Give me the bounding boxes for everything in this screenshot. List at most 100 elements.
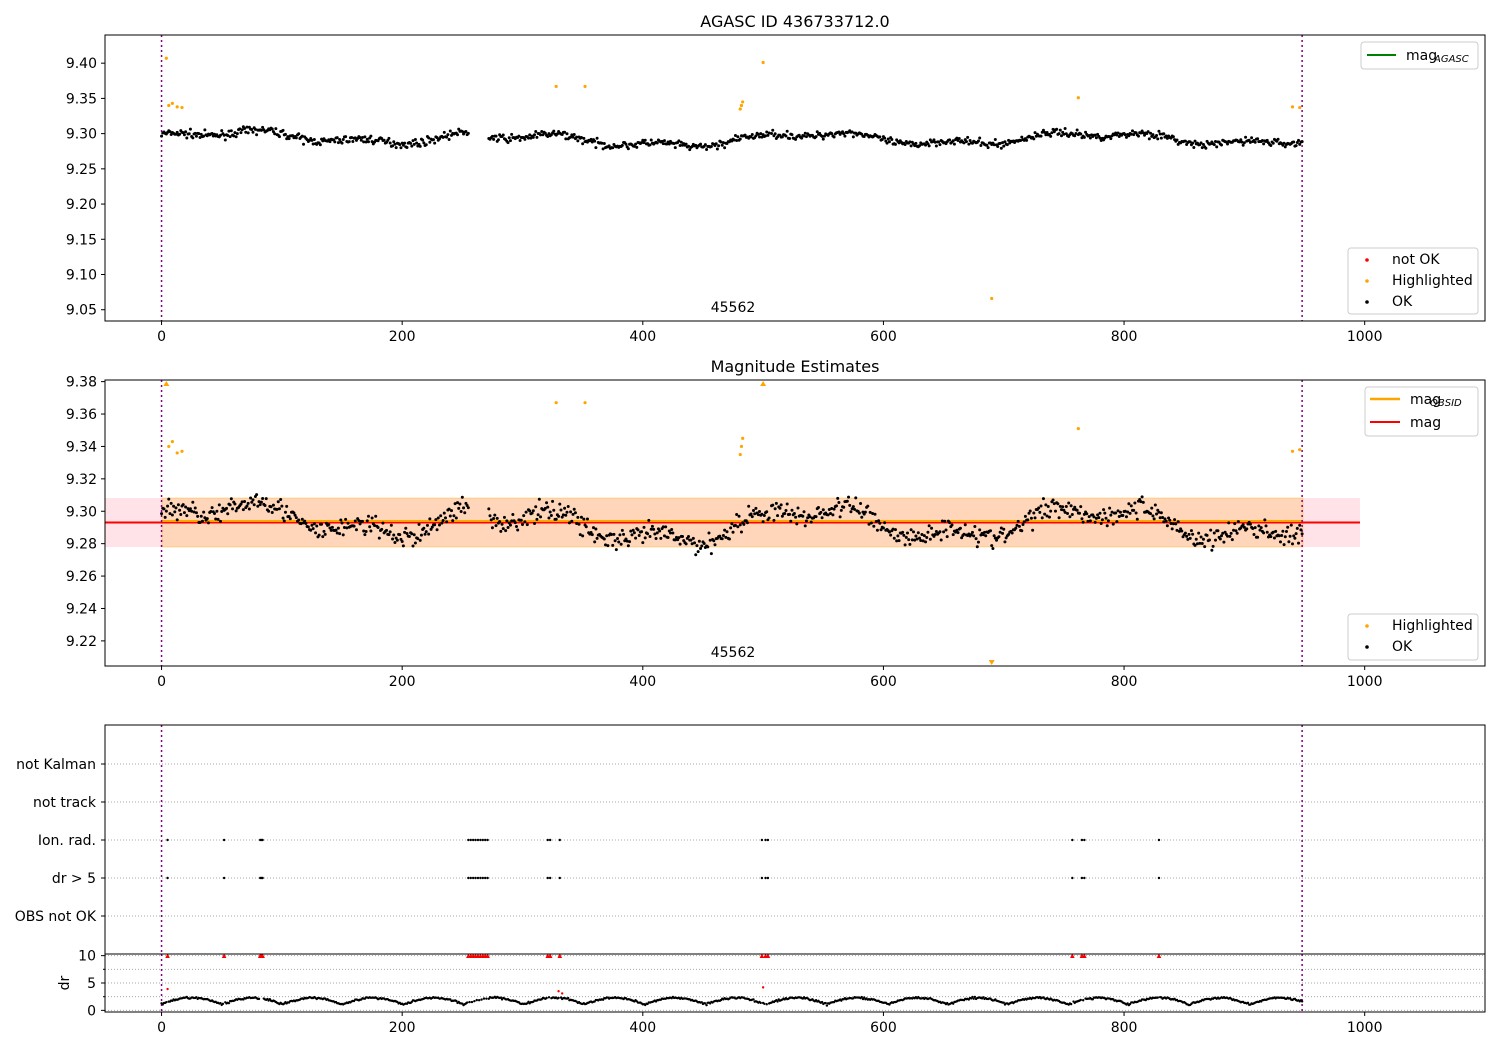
ok-point xyxy=(707,531,711,535)
dr-point xyxy=(1069,1002,1073,1006)
ok-point xyxy=(594,146,598,150)
ok-point xyxy=(450,509,454,513)
dr-point xyxy=(752,998,755,1001)
ok-point xyxy=(368,525,372,529)
ok-point xyxy=(1026,518,1030,522)
ok-point xyxy=(249,496,253,500)
ok-point xyxy=(1235,531,1239,535)
ok-point xyxy=(534,130,538,134)
ok-point xyxy=(292,511,296,515)
ok-point xyxy=(436,516,440,520)
dr-point xyxy=(1126,1002,1129,1005)
ok-point xyxy=(973,525,977,529)
ok-point xyxy=(262,128,266,132)
flags-panel: not Kalman not track Ion. rad. dr > 5 OBS no… xyxy=(15,724,1486,955)
ok-point xyxy=(351,140,355,144)
ok-point xyxy=(924,540,928,544)
ok-point xyxy=(1128,511,1132,515)
ok-point xyxy=(398,533,402,537)
ok-point xyxy=(732,138,736,142)
ok-point xyxy=(366,514,370,518)
ok-point xyxy=(490,526,494,530)
ok-point xyxy=(1053,509,1057,513)
ok-point xyxy=(709,144,713,148)
ok-point xyxy=(575,135,579,139)
ok-point xyxy=(373,524,377,528)
ok-point xyxy=(1151,514,1155,518)
dr-point xyxy=(465,1001,469,1004)
ok-point xyxy=(655,531,659,535)
ok-point xyxy=(466,506,470,510)
ok-point xyxy=(393,540,397,544)
ok-point xyxy=(252,503,256,507)
ok-point xyxy=(872,524,876,528)
dr-clipped-marker xyxy=(547,953,553,958)
ok-point xyxy=(293,513,297,517)
dr-point xyxy=(824,1001,827,1005)
ok-point xyxy=(1256,535,1260,539)
ok-point xyxy=(466,131,470,135)
ok-point xyxy=(962,532,966,536)
ok-point xyxy=(210,506,214,510)
ok-point xyxy=(403,530,407,534)
agasc-magnitude-panel: AGASC ID 436733712.0 0 200 400 600 800 1000 9.… xyxy=(66,12,1486,345)
ok-point xyxy=(533,133,537,137)
dr-point xyxy=(480,998,483,1001)
ok-point xyxy=(619,542,623,546)
ok-point xyxy=(921,539,925,543)
dr-point xyxy=(820,1000,824,1004)
ok-point xyxy=(751,508,755,512)
ok-point xyxy=(969,533,973,537)
ion-rad-flag-point xyxy=(548,838,552,842)
ok-point xyxy=(1003,540,1007,544)
ok-point xyxy=(821,137,825,141)
panel1-obsid-label: 45562 xyxy=(711,300,756,316)
ok-point xyxy=(458,502,462,506)
ok-point xyxy=(1175,528,1179,532)
ok-point xyxy=(222,133,226,137)
ok-point xyxy=(528,133,532,137)
ok-point xyxy=(845,499,849,503)
ok-point xyxy=(1087,134,1091,138)
ok-point xyxy=(1020,135,1024,139)
ok-point xyxy=(780,135,784,139)
dr-point xyxy=(763,1002,766,1005)
ok-point xyxy=(997,535,1001,539)
ok-point xyxy=(672,142,676,146)
ok-point xyxy=(259,128,263,132)
ok-point xyxy=(851,135,855,139)
ok-point xyxy=(1059,508,1063,512)
ok-point xyxy=(887,140,891,144)
ok-point xyxy=(780,514,784,518)
ok-point xyxy=(842,505,846,509)
ok-point xyxy=(626,147,630,151)
ok-point xyxy=(1161,516,1165,520)
ok-point xyxy=(875,528,879,532)
ok-point xyxy=(993,137,997,141)
ok-point xyxy=(1207,538,1211,542)
ok-point xyxy=(495,516,499,520)
ok-point xyxy=(492,516,496,520)
ok-point xyxy=(392,140,396,144)
ok-point xyxy=(315,524,319,528)
dr-point xyxy=(470,1000,474,1004)
panel2-obsid-label: 45562 xyxy=(711,645,756,661)
ok-point xyxy=(310,138,314,142)
ok-point xyxy=(522,514,526,518)
ok-point xyxy=(1234,529,1238,533)
ok-point xyxy=(632,531,636,535)
ok-point xyxy=(1199,535,1203,539)
ok-point xyxy=(1088,519,1092,523)
ok-point xyxy=(974,537,978,541)
dr-point xyxy=(567,996,570,1000)
ion-rad-flag-point xyxy=(558,838,561,842)
ok-point xyxy=(867,522,871,526)
y-tick-label: 9.24 xyxy=(66,601,97,617)
ok-point xyxy=(516,528,520,532)
dr-point xyxy=(482,997,486,1000)
ok-point xyxy=(1256,137,1260,141)
ok-point xyxy=(322,529,326,533)
ok-point xyxy=(881,526,885,530)
ok-point xyxy=(412,533,416,537)
ok-point xyxy=(1220,534,1224,538)
